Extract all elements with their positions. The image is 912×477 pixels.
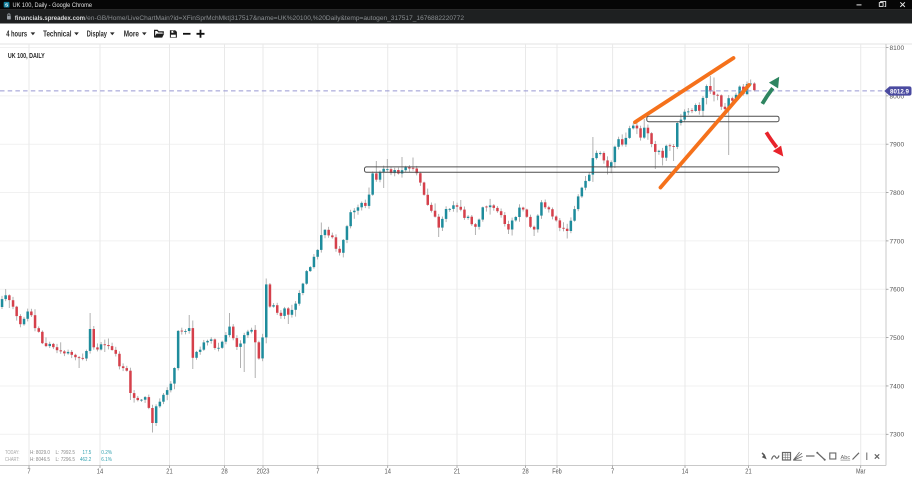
svg-text:28: 28	[522, 467, 528, 476]
svg-text:More: More	[124, 29, 140, 38]
svg-text:L: 7992.5: L: 7992.5	[56, 450, 76, 456]
svg-text:UK 100, Daily - Google Chrome: UK 100, Daily - Google Chrome	[13, 2, 93, 9]
svg-text:0.2%: 0.2%	[101, 450, 112, 456]
svg-text:7600: 7600	[890, 287, 905, 294]
svg-text:H: 8029.0: H: 8029.0	[30, 450, 50, 456]
svg-text:7500: 7500	[890, 335, 905, 342]
svg-text:S: S	[5, 2, 9, 8]
svg-text:L: 7296.5: L: 7296.5	[56, 457, 76, 463]
svg-text:7900: 7900	[890, 142, 905, 149]
svg-text:14: 14	[385, 467, 391, 476]
svg-text:7400: 7400	[890, 383, 905, 390]
svg-text:2023: 2023	[257, 467, 270, 476]
svg-text:/en-GB/Home/LiveChartMain?id=X: /en-GB/Home/LiveChartMain?id=XFinSprMchM…	[85, 15, 464, 22]
svg-text:Mar: Mar	[856, 467, 866, 476]
svg-text:21: 21	[454, 467, 460, 476]
svg-text:462.2: 462.2	[80, 457, 91, 463]
svg-text:14: 14	[97, 467, 103, 476]
svg-text:Display: Display	[87, 29, 108, 38]
svg-text:8000: 8000	[890, 93, 905, 100]
svg-text:8100: 8100	[890, 45, 905, 52]
svg-text:8012.9: 8012.9	[890, 88, 909, 95]
svg-text:H: 8046.5: H: 8046.5	[30, 457, 50, 463]
svg-text:21: 21	[166, 467, 172, 476]
svg-text:7: 7	[611, 467, 614, 476]
svg-text:financials.spreadex.com: financials.spreadex.com	[15, 15, 86, 22]
svg-text:14: 14	[682, 467, 688, 476]
svg-text:17.5: 17.5	[83, 450, 92, 456]
svg-text:6.1%: 6.1%	[101, 457, 112, 463]
svg-text:7300: 7300	[890, 432, 905, 439]
svg-text:7: 7	[316, 467, 319, 476]
svg-text:CHART:: CHART:	[5, 457, 20, 463]
svg-text:7700: 7700	[890, 238, 905, 245]
svg-text:Feb: Feb	[552, 467, 562, 476]
svg-text:7: 7	[27, 467, 30, 476]
svg-text:7800: 7800	[890, 190, 905, 197]
svg-text:Abc: Abc	[841, 455, 851, 461]
svg-text:4 hours: 4 hours	[6, 29, 27, 38]
svg-text:Technical: Technical	[43, 29, 71, 38]
svg-text:TODAY:: TODAY:	[5, 450, 20, 456]
svg-text:28: 28	[221, 467, 227, 476]
svg-text:21: 21	[745, 467, 751, 476]
svg-text:UK 100, DAILY: UK 100, DAILY	[8, 51, 45, 60]
